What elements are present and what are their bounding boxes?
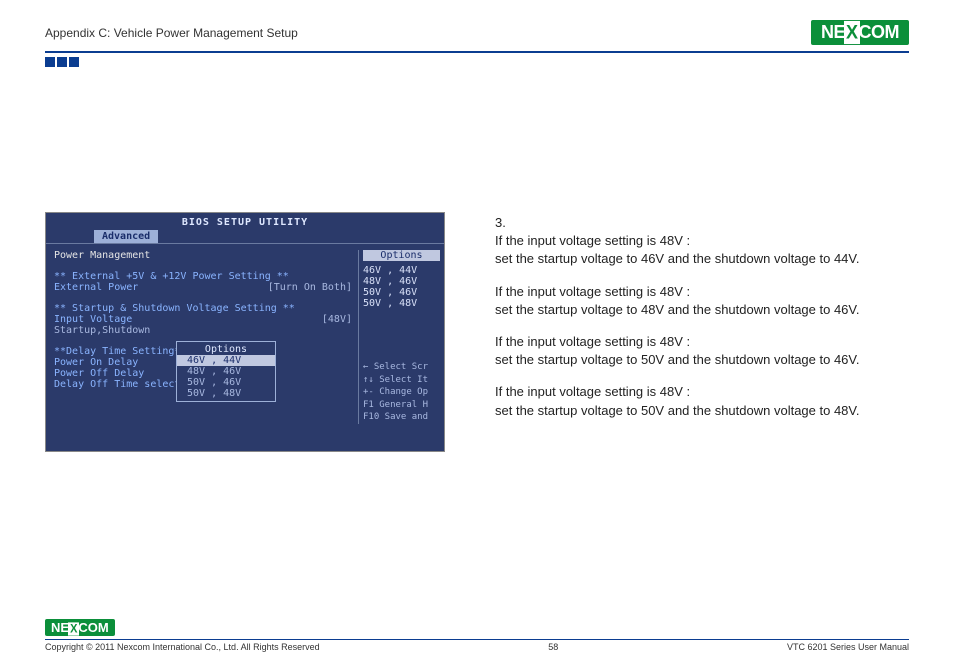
popup-option: 50V , 46V [177, 377, 275, 388]
popup-option: 48V , 46V [177, 366, 275, 377]
bios-option-value: 46V , 44V [363, 265, 440, 276]
square-icon [57, 57, 67, 67]
page-number: 58 [548, 642, 558, 652]
bios-screen: BIOS SETUP UTILITY Advanced Power Manage… [45, 212, 445, 452]
bios-options-popup: Options 46V , 44V 48V , 46V 50V , 46V 50… [176, 341, 276, 402]
bios-help-key: F1 General H [363, 399, 440, 412]
instruction-paragraph: If the input voltage setting is 48V : se… [495, 283, 909, 319]
decorative-squares [45, 57, 909, 67]
page-header: Appendix C: Vehicle Power Management Set… [45, 20, 909, 45]
copyright-text: Copyright © 2011 Nexcom International Co… [45, 642, 320, 652]
bios-setting-label: Input Voltage [54, 314, 132, 325]
instruction-text: 3. If the input voltage setting is 48V :… [495, 212, 909, 452]
bios-options-label: Options [363, 250, 440, 261]
nexcom-logo: NEXCOM [811, 20, 909, 45]
bios-setting-value: [48V] [322, 314, 352, 325]
bios-setting-label: External Power [54, 282, 138, 293]
appendix-title: Appendix C: Vehicle Power Management Set… [45, 26, 298, 40]
bios-help-key: +- Change Op [363, 386, 440, 399]
bios-setting-label: Startup,Shutdown [54, 325, 358, 336]
bios-option-value: 50V , 48V [363, 298, 440, 309]
content-row: BIOS SETUP UTILITY Advanced Power Manage… [45, 212, 909, 452]
bios-option-value: 50V , 46V [363, 287, 440, 298]
manual-title: VTC 6201 Series User Manual [787, 642, 909, 652]
step-number: 3. [495, 214, 909, 232]
bios-help-key: ↑↓ Select It [363, 374, 440, 387]
bios-setting-label: ** Startup & Shutdown Voltage Setting ** [54, 303, 358, 314]
square-icon [45, 57, 55, 67]
nexcom-logo-small: NEXCOM [45, 619, 115, 636]
bios-right-panel: Options 46V , 44V 48V , 46V 50V , 46V 50… [358, 250, 440, 424]
footer-line: Copyright © 2011 Nexcom International Co… [45, 639, 909, 652]
bios-setting-value: [Turn On Both] [268, 282, 352, 293]
bios-screenshot: BIOS SETUP UTILITY Advanced Power Manage… [45, 212, 445, 452]
page-footer: NEXCOM Copyright © 2011 Nexcom Internati… [45, 619, 909, 652]
bios-help-key: F10 Save and [363, 411, 440, 424]
square-icon [69, 57, 79, 67]
header-rule [45, 51, 909, 53]
instruction-paragraph: If the input voltage setting is 48V : se… [495, 383, 909, 419]
popup-title: Options [177, 344, 275, 355]
bios-tab-advanced: Advanced [94, 230, 158, 243]
bios-section-heading: Power Management [54, 250, 358, 261]
bios-help-key: ← Select Scr [363, 361, 440, 374]
instruction-paragraph: If the input voltage setting is 48V : se… [495, 333, 909, 369]
bios-option-value: 48V , 46V [363, 276, 440, 287]
popup-option-selected: 46V , 44V [177, 355, 275, 366]
popup-option: 50V , 48V [177, 388, 275, 399]
instruction-paragraph: If the input voltage setting is 48V : se… [495, 232, 909, 268]
bios-setting-label: ** External +5V & +12V Power Setting ** [54, 271, 358, 282]
bios-title: BIOS SETUP UTILITY [46, 213, 444, 230]
